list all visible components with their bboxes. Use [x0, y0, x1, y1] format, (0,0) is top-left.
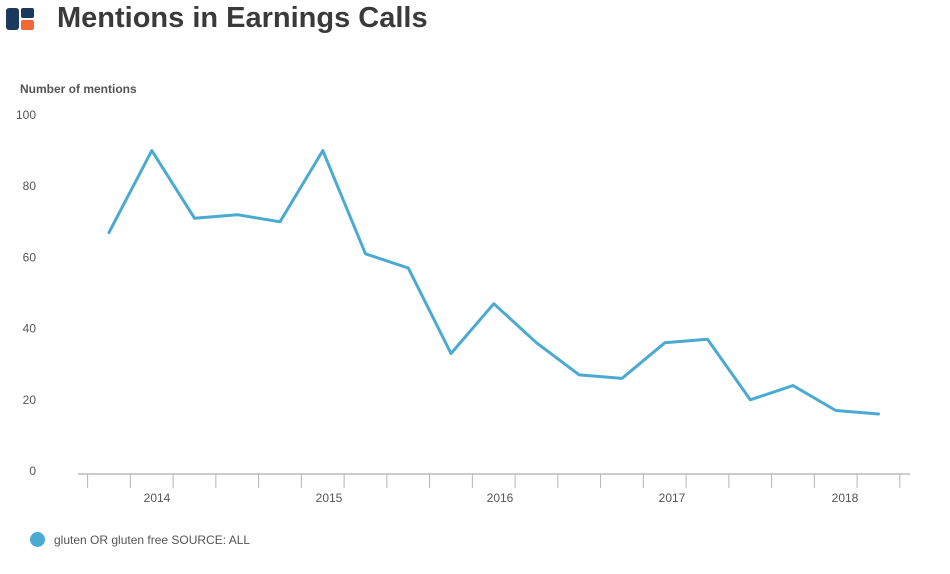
series-line-gluten [107, 149, 880, 416]
logo-left-block [6, 8, 19, 30]
x-tick-label: 2018 [832, 491, 859, 505]
legend-marker [30, 532, 45, 547]
y-tick-label: 100 [16, 108, 36, 122]
y-tick-label: 0 [29, 464, 36, 478]
chart-title: Mentions in Earnings Calls [57, 2, 428, 34]
x-tick-label: 2016 [487, 491, 514, 505]
logo-accent-block [21, 20, 34, 30]
y-tick-label: 20 [23, 393, 37, 407]
brand-logo [6, 8, 34, 30]
y-axis-title: Number of mentions [20, 82, 137, 96]
logo-top-right-block [21, 8, 34, 18]
y-tick-label: 40 [23, 322, 37, 336]
y-tick-label: 80 [23, 179, 37, 193]
x-tick-label: 2014 [144, 491, 171, 505]
x-tick-label: 2017 [659, 491, 686, 505]
legend-label: gluten OR gluten free SOURCE: ALL [54, 532, 251, 547]
legend[interactable]: gluten OR gluten free SOURCE: ALL [30, 532, 250, 547]
y-tick-label: 60 [23, 250, 37, 264]
x-tick-label: 2015 [316, 491, 343, 505]
